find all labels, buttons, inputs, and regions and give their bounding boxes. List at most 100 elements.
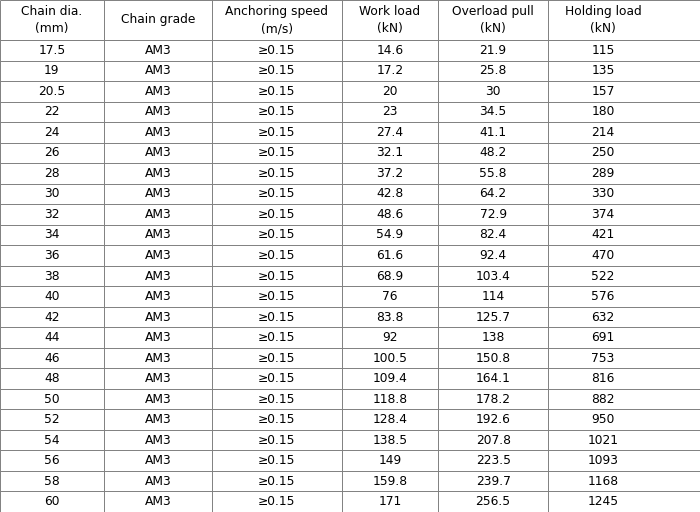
- Text: 60: 60: [44, 495, 60, 508]
- Text: 17.2: 17.2: [377, 65, 403, 77]
- Text: ≥0.15: ≥0.15: [258, 65, 295, 77]
- Text: 58: 58: [44, 475, 60, 488]
- Text: 34.5: 34.5: [480, 105, 507, 118]
- Text: 30: 30: [485, 85, 501, 98]
- Text: ≥0.15: ≥0.15: [258, 475, 295, 488]
- Text: 159.8: 159.8: [372, 475, 407, 488]
- Text: 138.5: 138.5: [372, 434, 407, 446]
- Text: 54.9: 54.9: [377, 228, 403, 242]
- Text: 92: 92: [382, 331, 398, 344]
- Text: 374: 374: [592, 208, 615, 221]
- Text: 37.2: 37.2: [377, 167, 403, 180]
- Text: AM3: AM3: [144, 65, 172, 77]
- Text: 52: 52: [44, 413, 60, 426]
- Text: 223.5: 223.5: [476, 454, 511, 467]
- Text: AM3: AM3: [144, 434, 172, 446]
- Text: AM3: AM3: [144, 331, 172, 344]
- Text: Chain grade: Chain grade: [120, 13, 195, 27]
- Text: 42.8: 42.8: [377, 187, 403, 200]
- Text: AM3: AM3: [144, 269, 172, 283]
- Text: (kN): (kN): [590, 23, 616, 35]
- Text: ≥0.15: ≥0.15: [258, 228, 295, 242]
- Text: 1168: 1168: [587, 475, 619, 488]
- Text: ≥0.15: ≥0.15: [258, 269, 295, 283]
- Text: ≥0.15: ≥0.15: [258, 434, 295, 446]
- Text: 115: 115: [592, 44, 615, 57]
- Text: ≥0.15: ≥0.15: [258, 413, 295, 426]
- Text: 24: 24: [44, 126, 60, 139]
- Text: Chain dia.: Chain dia.: [21, 5, 83, 18]
- Text: ≥0.15: ≥0.15: [258, 146, 295, 159]
- Text: (kN): (kN): [480, 23, 506, 35]
- Text: AM3: AM3: [144, 208, 172, 221]
- Text: 40: 40: [44, 290, 60, 303]
- Text: 36: 36: [44, 249, 60, 262]
- Text: 157: 157: [592, 85, 615, 98]
- Text: 26: 26: [44, 146, 60, 159]
- Text: ≥0.15: ≥0.15: [258, 187, 295, 200]
- Text: 100.5: 100.5: [372, 352, 407, 365]
- Text: 164.1: 164.1: [476, 372, 510, 385]
- Text: 54: 54: [44, 434, 60, 446]
- Text: 56: 56: [44, 454, 60, 467]
- Text: ≥0.15: ≥0.15: [258, 372, 295, 385]
- Text: Anchoring speed: Anchoring speed: [225, 5, 328, 18]
- Text: 46: 46: [44, 352, 60, 365]
- Text: ≥0.15: ≥0.15: [258, 249, 295, 262]
- Text: 522: 522: [592, 269, 615, 283]
- Text: Holding load: Holding load: [565, 5, 641, 18]
- Text: 14.6: 14.6: [377, 44, 403, 57]
- Text: 82.4: 82.4: [480, 228, 507, 242]
- Text: 192.6: 192.6: [476, 413, 510, 426]
- Text: 61.6: 61.6: [377, 249, 403, 262]
- Text: 25.8: 25.8: [480, 65, 507, 77]
- Text: 256.5: 256.5: [475, 495, 511, 508]
- Text: ≥0.15: ≥0.15: [258, 454, 295, 467]
- Text: 19: 19: [44, 65, 60, 77]
- Text: 27.4: 27.4: [377, 126, 403, 139]
- Text: 114: 114: [482, 290, 505, 303]
- Text: AM3: AM3: [144, 228, 172, 242]
- Text: 330: 330: [592, 187, 615, 200]
- Text: 109.4: 109.4: [372, 372, 407, 385]
- Text: 576: 576: [592, 290, 615, 303]
- Text: 72.9: 72.9: [480, 208, 507, 221]
- Text: AM3: AM3: [144, 249, 172, 262]
- Text: 42: 42: [44, 311, 60, 324]
- Text: 23: 23: [382, 105, 398, 118]
- Text: AM3: AM3: [144, 85, 172, 98]
- Text: 950: 950: [592, 413, 615, 426]
- Text: AM3: AM3: [144, 311, 172, 324]
- Text: 207.8: 207.8: [476, 434, 511, 446]
- Text: 149: 149: [378, 454, 402, 467]
- Text: Overload pull: Overload pull: [452, 5, 534, 18]
- Text: 32.1: 32.1: [377, 146, 403, 159]
- Text: 691: 691: [592, 331, 615, 344]
- Text: 50: 50: [44, 393, 60, 406]
- Text: 1093: 1093: [587, 454, 619, 467]
- Text: 1021: 1021: [587, 434, 619, 446]
- Text: 22: 22: [44, 105, 60, 118]
- Text: 44: 44: [44, 331, 60, 344]
- Text: 34: 34: [44, 228, 60, 242]
- Text: 214: 214: [592, 126, 615, 139]
- Text: AM3: AM3: [144, 290, 172, 303]
- Text: 125.7: 125.7: [476, 311, 511, 324]
- Text: 48.2: 48.2: [480, 146, 507, 159]
- Text: ≥0.15: ≥0.15: [258, 393, 295, 406]
- Text: AM3: AM3: [144, 495, 172, 508]
- Text: AM3: AM3: [144, 454, 172, 467]
- Text: 30: 30: [44, 187, 60, 200]
- Text: 28: 28: [44, 167, 60, 180]
- Text: 150.8: 150.8: [475, 352, 511, 365]
- Text: 20: 20: [382, 85, 398, 98]
- Text: 48: 48: [44, 372, 60, 385]
- Text: AM3: AM3: [144, 126, 172, 139]
- Text: 421: 421: [592, 228, 615, 242]
- Text: ≥0.15: ≥0.15: [258, 44, 295, 57]
- Text: 753: 753: [592, 352, 615, 365]
- Text: (m/s): (m/s): [261, 23, 293, 35]
- Text: 470: 470: [592, 249, 615, 262]
- Text: 38: 38: [44, 269, 60, 283]
- Text: AM3: AM3: [144, 475, 172, 488]
